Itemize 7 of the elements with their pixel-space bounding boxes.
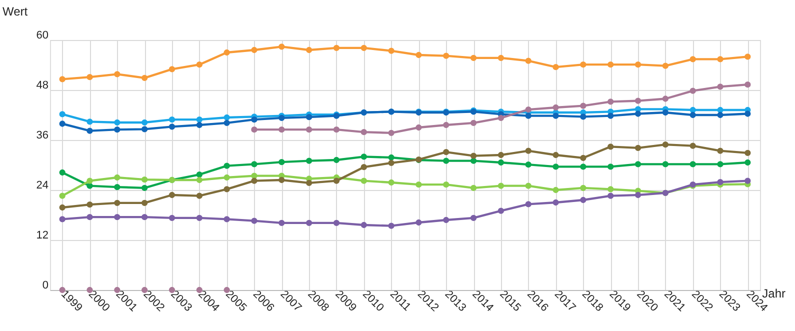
y-tick-label: 36 <box>36 130 48 142</box>
y-tick-label: 0 <box>42 280 48 292</box>
y-tick-label: 24 <box>36 180 48 192</box>
y-tick-label: 48 <box>36 80 48 92</box>
y-axis-title: Wert <box>2 4 28 18</box>
y-tick-label: 12 <box>36 230 48 242</box>
y-tick-label: 60 <box>36 30 48 42</box>
